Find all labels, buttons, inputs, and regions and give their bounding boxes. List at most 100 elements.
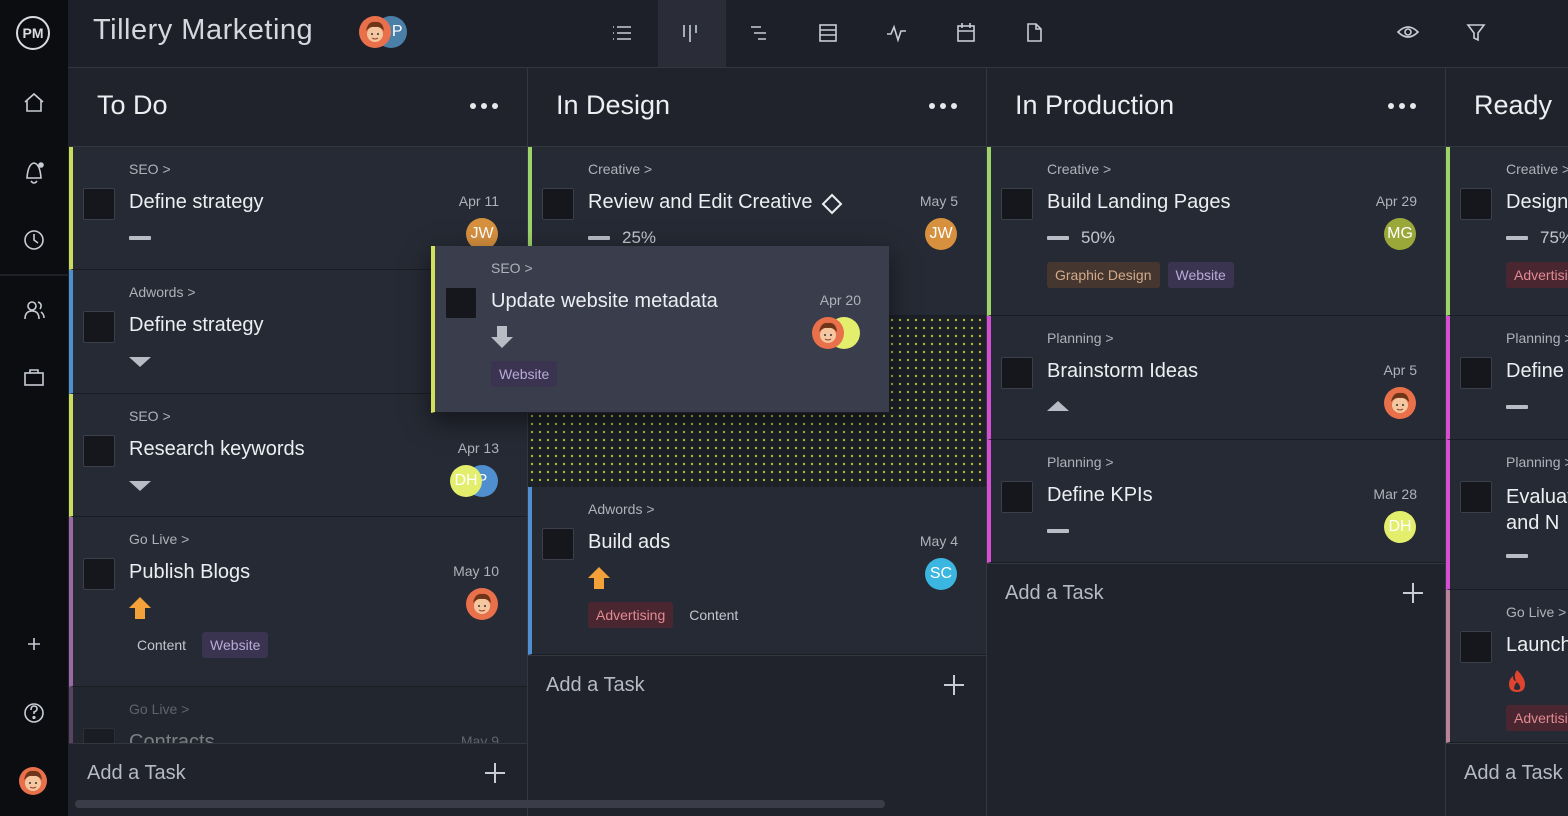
task-tag[interactable]: Content	[137, 637, 187, 653]
add-icon[interactable]	[28, 638, 40, 650]
task-name[interactable]: Contracts	[129, 731, 215, 743]
add-task[interactable]: Add a Task	[528, 655, 986, 713]
task-tag[interactable]: Graphic Design	[1047, 262, 1160, 288]
visibility-icon[interactable]	[1396, 26, 1420, 38]
task-checkbox[interactable]	[1001, 481, 1033, 513]
task-tag[interactable]: Website	[202, 632, 269, 658]
task-checkbox[interactable]	[83, 311, 115, 343]
task-checkbox[interactable]	[445, 287, 477, 319]
task-card[interactable]: Go Live > Publish Blogs May 10 Content Websi…	[69, 517, 527, 687]
task-card[interactable]: Creative > Build Landing Pages Apr 29 MG 50%…	[987, 147, 1445, 316]
priority-icon	[1506, 395, 1530, 419]
avatar[interactable]: DH	[450, 465, 482, 497]
task-name[interactable]: Launch	[1506, 634, 1568, 656]
dashboard-view-icon[interactable]	[887, 24, 906, 43]
avatar[interactable]	[359, 16, 391, 48]
task-tag[interactable]: Advertising	[1506, 705, 1568, 731]
user-avatar[interactable]	[17, 765, 49, 797]
task-checkbox[interactable]	[83, 188, 115, 220]
add-task-icon-graphic	[944, 675, 964, 695]
avatar[interactable]: SC	[925, 558, 957, 590]
task-name[interactable]: Research keywords	[129, 438, 305, 460]
view-tab-active[interactable]	[658, 0, 726, 67]
task-checkbox[interactable]	[1460, 631, 1492, 663]
task-checkbox[interactable]	[542, 528, 574, 560]
task-tag[interactable]: Advertising	[1506, 262, 1568, 288]
priority-icon-graphic	[1509, 670, 1525, 692]
board-view-icon[interactable]	[683, 25, 697, 42]
column-menu-graphic	[470, 103, 498, 109]
task-name[interactable]: Define strategy	[129, 191, 264, 213]
task-checkbox[interactable]	[1460, 481, 1492, 513]
task-card[interactable]: Planning > Brainstorm Ideas Apr 5	[987, 316, 1445, 440]
task-group: SEO >	[129, 161, 171, 177]
logo-ring[interactable]	[16, 16, 50, 50]
list-view-icon[interactable]	[613, 26, 631, 40]
add-task-label: Add a Task	[546, 674, 645, 696]
avatar[interactable]: MG	[1384, 218, 1416, 250]
task-card[interactable]: Planning > Evaluate and N	[1446, 440, 1568, 590]
sheet-view-icon[interactable]	[819, 24, 837, 42]
task-list: SEO > Define strategy Apr 11 JW Adwords > Def…	[69, 147, 527, 743]
avatar[interactable]	[466, 588, 498, 620]
task-card[interactable]: Creative > Design 75% Advertising	[1446, 147, 1568, 316]
task-name[interactable]: Define	[1506, 360, 1564, 382]
task-name[interactable]: Define strategy	[129, 314, 264, 336]
task-tag[interactable]: Website	[491, 361, 558, 387]
task-tag[interactable]: Content	[689, 607, 739, 623]
board-column: In Production Creative > Build Landing Pag…	[987, 68, 1446, 816]
people-icon[interactable]	[24, 301, 45, 320]
task-name[interactable]: Define KPIs	[1047, 484, 1153, 506]
user-avatar-face	[19, 767, 47, 795]
horizontal-scrollbar[interactable]	[75, 800, 885, 808]
task-name[interactable]: Build Landing Pages	[1047, 191, 1231, 213]
help-icon[interactable]	[24, 703, 44, 723]
calendar-view-icon[interactable]	[957, 23, 975, 42]
task-card[interactable]: Planning > Define	[1446, 316, 1568, 440]
task-card[interactable]: SEO > Update website metadata Apr 20 Websit…	[431, 246, 889, 413]
gantt-view-icon[interactable]	[751, 26, 766, 40]
task-name[interactable]: Evaluate and N	[1506, 486, 1568, 534]
task-card[interactable]: Go Live > Launch Advertising	[1446, 590, 1568, 743]
task-checkbox[interactable]	[1460, 188, 1492, 220]
task-group: Planning >	[1047, 330, 1114, 346]
notifications-icon[interactable]	[26, 162, 44, 184]
task-checkbox[interactable]	[1460, 357, 1492, 389]
avatar[interactable]: JW	[925, 218, 957, 250]
task-checkbox[interactable]	[83, 728, 115, 743]
task-checkbox[interactable]	[83, 558, 115, 590]
avatar[interactable]: JW	[466, 218, 498, 250]
task-checkbox[interactable]	[83, 435, 115, 467]
filter-icon[interactable]	[1466, 24, 1486, 42]
task-tag[interactable]: Website	[1167, 262, 1234, 288]
board-column: To Do SEO > Define strategy Apr 11 JW Adwords…	[69, 68, 528, 816]
task-tag[interactable]: Advertising	[588, 602, 674, 628]
board-column: Ready Creative > Design 75% Advertising Plann…	[1446, 68, 1568, 816]
avatar[interactable]: DH	[1384, 511, 1416, 543]
add-task[interactable]: Add a Task	[1446, 743, 1568, 801]
files-icon[interactable]	[1027, 23, 1042, 42]
add-task[interactable]: Add a Task	[69, 743, 527, 801]
add-task[interactable]: Add a Task	[987, 563, 1445, 621]
task-card[interactable]: Go Live > Contracts May 9	[69, 687, 527, 743]
task-name[interactable]: Design	[1506, 191, 1568, 213]
toolbar-icons	[613, 23, 1486, 43]
avatar-initials: JW	[470, 225, 494, 242]
task-checkbox[interactable]	[542, 188, 574, 220]
task-name[interactable]: Review and Edit Creative	[588, 191, 813, 213]
task-name[interactable]: Build ads	[588, 531, 671, 553]
task-checkbox[interactable]	[1001, 188, 1033, 220]
task-name[interactable]: Update website metadata	[491, 290, 718, 312]
time-icon[interactable]	[24, 230, 44, 250]
task-checkbox[interactable]	[1001, 357, 1033, 389]
home-icon[interactable]	[24, 92, 44, 112]
task-name[interactable]: Brainstorm Ideas	[1047, 360, 1199, 382]
task-name[interactable]: Publish Blogs	[129, 561, 251, 583]
avatar[interactable]	[812, 317, 844, 349]
column-title: To Do	[97, 90, 168, 120]
avatar[interactable]	[1384, 387, 1416, 419]
task-card[interactable]: Adwords > Build ads May 4 SC Advertising Cont…	[528, 487, 986, 655]
task-card[interactable]: Planning > Define KPIs Mar 28 DH	[987, 440, 1445, 563]
portfolio-icon[interactable]	[24, 369, 44, 386]
